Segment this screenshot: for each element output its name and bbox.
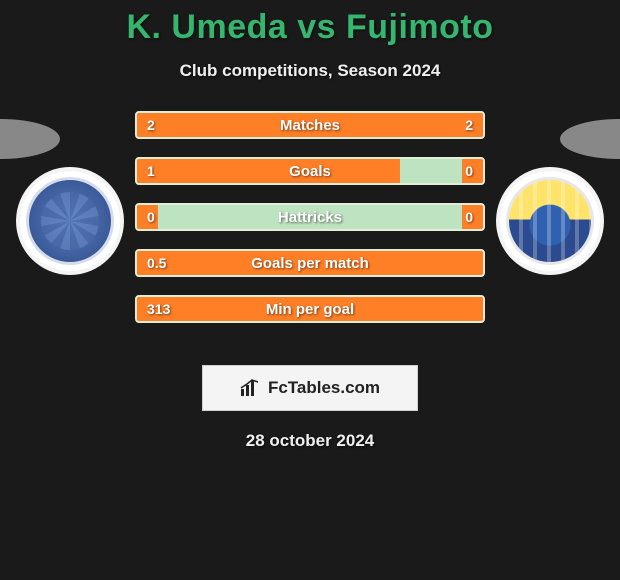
stat-label: Hattricks	[137, 205, 483, 229]
stat-row: 0.5Goals per match	[135, 249, 485, 277]
footer-date: 28 october 2024	[0, 431, 620, 451]
stat-label: Goals per match	[137, 251, 483, 275]
brand-box[interactable]: FcTables.com	[202, 365, 418, 411]
club-crest-left-icon	[26, 177, 114, 265]
bar-chart-icon	[240, 379, 262, 397]
brand-text: FcTables.com	[268, 378, 380, 398]
stat-row: 313Min per goal	[135, 295, 485, 323]
stat-row: 00Hattricks	[135, 203, 485, 231]
stat-label: Goals	[137, 159, 483, 183]
stat-bars: 22Matches 10Goals 00Hattricks 0.5Goals per …	[135, 111, 485, 341]
club-badge-left	[20, 171, 120, 271]
page-subtitle: Club competitions, Season 2024	[0, 61, 620, 81]
stat-row: 22Matches	[135, 111, 485, 139]
club-crest-right-icon	[506, 177, 594, 265]
club-badge-right	[500, 171, 600, 271]
comparison-stage: 22Matches 10Goals 00Hattricks 0.5Goals per …	[0, 111, 620, 361]
page-title: K. Umeda vs Fujimoto	[0, 0, 620, 47]
stat-label: Matches	[137, 113, 483, 137]
player-shadow-right	[560, 119, 620, 159]
player-shadow-left	[0, 119, 60, 159]
stat-label: Min per goal	[137, 297, 483, 321]
stat-row: 10Goals	[135, 157, 485, 185]
